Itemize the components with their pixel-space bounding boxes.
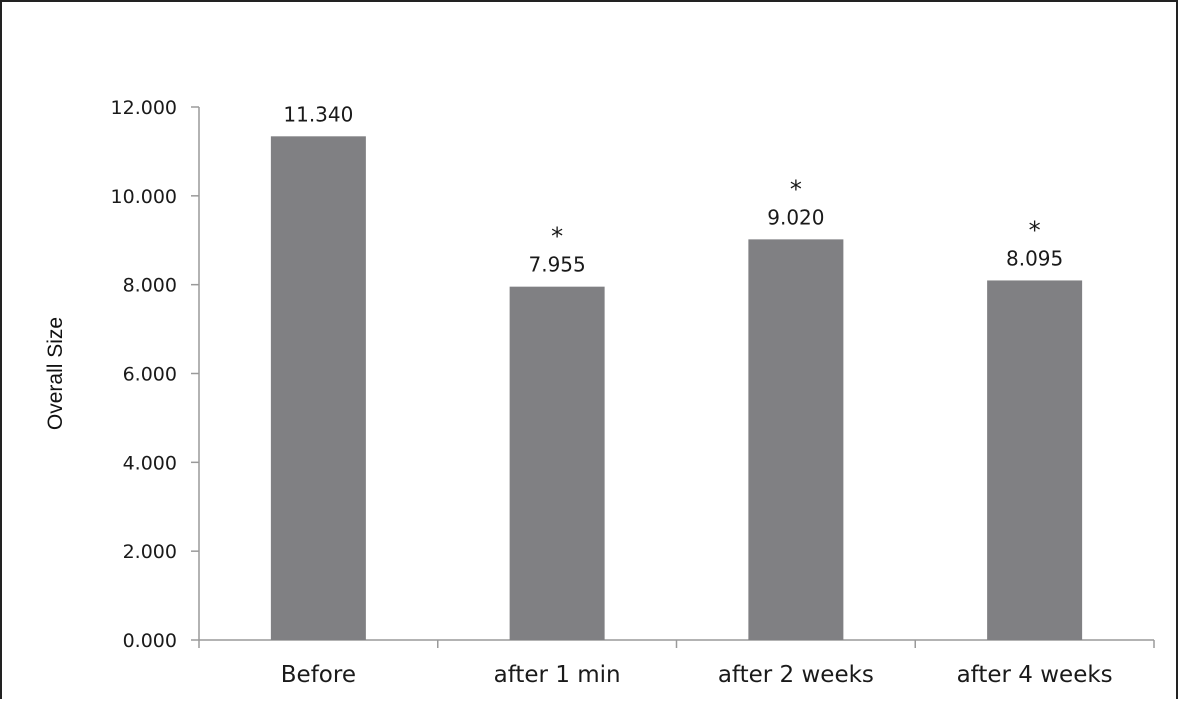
y-tick-label: 6.000 [123, 364, 177, 386]
y-tick-label: 4.000 [123, 452, 177, 474]
bar [270, 136, 366, 640]
data-label: 9.020 [767, 205, 824, 229]
y-tick-label: 0.000 [123, 630, 177, 652]
x-category-label: after 4 weeks [957, 662, 1113, 688]
y-tick-label: 10.000 [111, 186, 177, 208]
y-tick-label: 2.000 [123, 541, 177, 563]
bar [748, 239, 844, 640]
x-category-label: after 1 min [494, 662, 621, 688]
y-axis-title: Overall Size [44, 317, 67, 430]
y-tick-label: 8.000 [123, 275, 177, 297]
significance-marker: * [551, 223, 563, 251]
significance-marker: * [1029, 216, 1041, 244]
x-category-label: after 2 weeks [718, 662, 874, 688]
x-category-label: Before [281, 662, 356, 688]
significance-marker: * [790, 175, 802, 203]
bars [270, 136, 1083, 640]
data-label: 11.340 [283, 102, 353, 126]
bar [987, 280, 1083, 640]
data-label: 7.955 [528, 253, 585, 277]
data-label: 8.095 [1006, 246, 1063, 270]
bar [509, 286, 605, 640]
y-tick-label: 12.000 [111, 97, 177, 119]
